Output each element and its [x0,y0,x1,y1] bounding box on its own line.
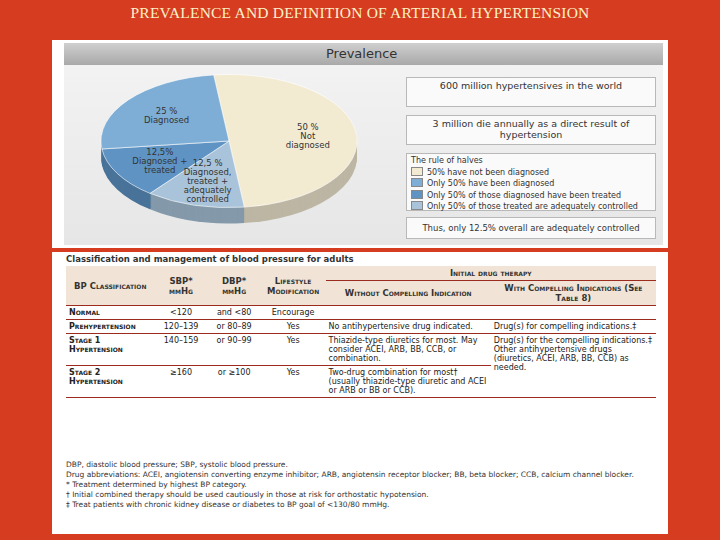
html-text:Drug(s) for the compelling ind: Drug(s) for the compelling indications.‡… [493,336,652,372]
html-text:140–159: 140–159 [163,336,199,345]
html-text:DBP, diastolic blood pressure;: DBP, diastolic blood pressure; SBP, syst… [66,460,288,469]
html-text:Without Compelling Indication: Without Compelling Indication [344,288,472,298]
svg-text:50 %Notdiagnosed: 50 %Notdiagnosed [286,122,330,150]
svg-text:12,5%Diagnosed +treated: 12,5%Diagnosed +treated [132,147,187,175]
html-text:or 80–89: or 80–89 [216,322,252,331]
html-text:Prehypertension: Prehypertension [69,322,136,331]
html-text:50% have not been diagnosed: 50% have not been diagnosed [427,167,550,177]
html-text:BP Classification: BP Classification [74,280,147,291]
html-text:600 million hypertensives in t: 600 million hypertensives in the world [439,80,623,91]
html-text:Stage 1 Hypertension: Stage 1 Hypertension [69,336,123,354]
html-text:≥160: ≥160 [170,368,192,377]
html-text:PREVALENCE AND DEFINITION OF A: PREVALENCE AND DEFINITION OF ARTERIAL HY… [130,4,590,21]
html-text:* Treatment determined by high: * Treatment determined by highest BP cat… [66,480,247,489]
html-text:Only 50% have been diagnosed: Only 50% have been diagnosed [427,179,555,188]
html-text:or 90–99: or 90–99 [216,336,252,345]
html-text:Two-drug combination for most†: Two-drug combination for most† (usually … [328,368,487,395]
html-text:The rule of halves: The rule of halves [411,156,483,165]
svg-text:12,5 %Diagnosed,treated +adequ: 12,5 %Diagnosed,treated +adequatelycontr… [184,158,232,204]
html-text:Thiazide-type diuretics for mo: Thiazide-type diuretics for most. May co… [328,336,478,363]
html-text:Drug abbreviations: ACEI, angi: Drug abbreviations: ACEI, angiotensin co… [66,470,634,479]
html-text:SBP* mmHg: SBP* mmHg [169,275,193,296]
html-text:With Compelling Indications (S: With Compelling Indications (See Table 8… [504,283,643,303]
html-text:120–139: 120–139 [163,322,199,331]
html-text:Prevalence: Prevalence [326,46,398,61]
html-text:Lifestyle Modification: Lifestyle Modification [267,275,320,296]
html-text:Thus, only 12.5% overall are a: Thus, only 12.5% overall are adequately … [422,223,640,233]
html-text:and <80: and <80 [216,308,252,317]
html-text:† Initial combined therapy sho: † Initial combined therapy should be use… [66,490,429,499]
html-text:Yes: Yes [286,336,300,345]
html-text:3 million die annually as a di: 3 million die annually as a direct resul… [432,118,630,140]
html-text:Only 50% of those treated are: Only 50% of those treated are adequately… [427,202,638,211]
html-text:Encourage: Encourage [271,308,315,317]
svg-text:25 %Diagnosed: 25 %Diagnosed [144,106,189,125]
html-text:Only 50% of those diagnosed ha: Only 50% of those diagnosed have been tr… [427,190,622,200]
html-text:Stage 2 Hypertension: Stage 2 Hypertension [69,368,123,386]
html-text:Drug(s) for compelling indicat: Drug(s) for compelling indications.‡ [493,322,637,331]
html-text:or ≥100: or ≥100 [217,368,251,377]
html-text:Normal: Normal [69,308,100,317]
html-text:Classification and management: Classification and management of blood p… [66,254,354,264]
html-text:Yes: Yes [286,322,300,331]
html-text:No antihypertensive drug indic: No antihypertensive drug indicated. [328,322,473,331]
html-text:‡ Treat patients with chronic: ‡ Treat patients with chronic kidney dis… [66,500,390,509]
html-text:Initial drug therapy: Initial drug therapy [449,268,532,278]
html-text:Yes: Yes [286,368,300,377]
html-text:DBP* mmHg: DBP* mmHg [222,275,247,296]
html-text:<120: <120 [170,308,192,317]
